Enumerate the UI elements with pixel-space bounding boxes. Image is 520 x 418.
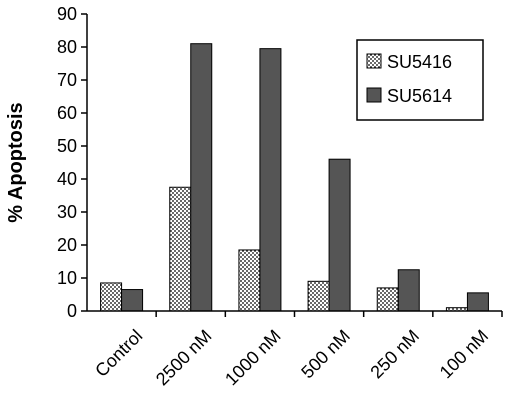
x-category-label: 100 nM: [436, 326, 493, 383]
bar-su5614-100-nm: [466, 292, 489, 312]
y-tick-label: 40: [57, 169, 77, 189]
y-tick-label: 80: [57, 37, 77, 57]
legend-box: [356, 39, 484, 121]
legend-swatch-su5416: [366, 53, 382, 69]
legend-label-su5416: SU5416: [387, 52, 452, 72]
y-tick-label: 90: [57, 4, 77, 24]
y-axis-title: % Apoptosis: [5, 102, 27, 222]
x-category-label: Control: [91, 326, 146, 381]
y-tick-label: 50: [57, 136, 77, 156]
bar-su5416-250-nm: [376, 287, 399, 312]
legend-label-su5614: SU5614: [387, 86, 452, 106]
x-category-label: 500 nM: [297, 326, 354, 383]
bar-su5614-1000-nm: [259, 48, 282, 312]
bar-su5416-2500-nm: [169, 186, 192, 312]
bar-su5614-2500-nm: [190, 43, 213, 312]
y-tick-label: 60: [57, 103, 77, 123]
legend-swatch-su5614: [366, 87, 382, 103]
y-tick-label: 10: [57, 268, 77, 288]
bar-su5614-250-nm: [397, 269, 420, 312]
y-tick-label: 30: [57, 202, 77, 222]
bar-su5416-1000-nm: [238, 249, 261, 312]
legend: SU5416 SU5614: [356, 39, 484, 121]
y-tick-label: 0: [67, 301, 77, 321]
y-axis-ticks: 0 10 20 30 40 50 60 70 80 90: [57, 4, 87, 321]
x-category-label: 250 nM: [366, 326, 423, 383]
bar-su5614-control: [121, 289, 144, 312]
y-tick-label: 20: [57, 235, 77, 255]
bar-su5416-500-nm: [307, 280, 330, 312]
x-axis-labels: Control 2500 nM 1000 nM 500 nM 250 nM 100 nM: [91, 326, 492, 390]
x-category-label: 1000 nM: [221, 326, 285, 390]
x-category-label: 2500 nM: [152, 326, 216, 390]
y-tick-label: 70: [57, 70, 77, 90]
bar-su5416-control: [100, 282, 123, 312]
bar-su5614-500-nm: [328, 158, 351, 312]
